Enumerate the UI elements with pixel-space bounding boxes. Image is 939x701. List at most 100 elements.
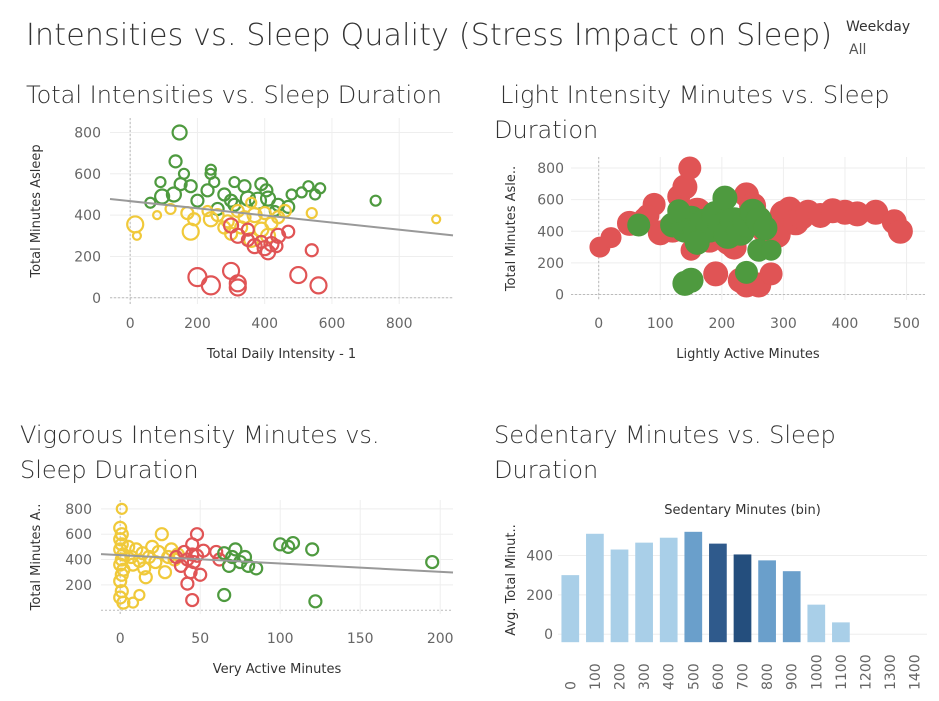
total-intensity-point [154,175,167,189]
vigorous-intensity-y-tick-label: 200 [65,578,92,594]
vigorous-intensity-point [185,547,200,562]
sedentary-bar [586,533,604,643]
total-intensity-y-tick-label: 200 [74,249,101,265]
vigorous-intensity-x-tick-label: 0 [116,631,125,647]
chart-title-light-intensity: Light Intensity Minutes vs. Sleep Durati… [494,81,890,144]
total-intensity-x-tick-label: 200 [184,316,211,332]
sedentary-x-tick-label: 600 [711,663,727,690]
sedentary-x-tick-label: 800 [760,663,776,690]
vigorous-intensity-point [138,570,153,585]
vigorous-intensity-point [237,549,253,565]
light-intensity-x-tick-label: 0 [594,316,603,332]
total-intensity-x-tick-label: 400 [251,316,278,332]
total-intensity-point [165,186,182,203]
sedentary-y-axis-title: Avg. Total Minut.. [504,524,519,636]
total-intensity-point [281,224,296,239]
light-intensity-point [887,218,913,244]
total-intensity-point [190,193,205,208]
vigorous-intensity-point [154,527,169,542]
total-intensity-point [302,180,315,193]
total-intensity-point [305,206,318,220]
sedentary-x-tick-label: 0 [563,681,579,690]
light-intensity-x-tick-label: 400 [832,316,859,332]
total-intensity-x-axis-title: Total Daily Intensity - 1 [206,347,356,362]
total-intensity-point [431,214,442,225]
light-intensity-point [684,229,710,255]
light-intensity-point [752,215,778,241]
light-intensity-point [600,227,622,249]
vigorous-intensity-point [228,542,243,557]
total-intensity-point [168,154,183,169]
vigorous-intensity-point [126,596,140,609]
light-intensity-point [678,156,702,180]
vigorous-intensity-point [115,502,128,515]
total-intensity-point [131,230,143,241]
vigorous-intensity-point [241,558,256,573]
total-intensity-trend-line [109,198,454,237]
vigorous-intensity-x-tick-label: 200 [427,631,454,647]
total-intensity-y-tick-label: 800 [74,125,101,141]
vigorous-intensity-point [209,544,224,560]
vigorous-intensity-point [114,567,129,582]
sedentary-x-tick-label: 100 [588,663,604,690]
total-intensity-point [234,220,249,235]
light-intensity-x-tick-label: 200 [708,316,735,332]
vigorous-intensity-x-tick-label: 150 [347,631,374,647]
total-intensity-point [200,183,215,198]
total-intensity-point [285,188,298,201]
sedentary-x-tick-label: 500 [686,663,702,690]
total-intensity-point [228,278,247,297]
total-intensity-point [237,179,252,194]
vigorous-intensity-point [249,561,264,576]
light-intensity-x-axis-title: Lightly Active Minutes [676,347,820,362]
total-intensity-y-axis-title: Total Minutes Asleep [29,144,44,278]
total-intensity-y-tick-label: 0 [92,291,101,307]
total-intensity-point [245,196,258,209]
sedentary-bar [782,571,801,643]
vigorous-intensity-y-axis-title: Total Minutes A.. [29,504,44,612]
total-intensity-x-tick-label: 800 [386,316,413,332]
sedentary-bar [733,554,752,643]
sedentary-x-tick-label: 700 [736,663,752,690]
total-intensity-point [221,261,241,281]
vigorous-intensity-y-tick-label: 400 [65,553,92,569]
light-intensity-point [712,185,738,211]
total-intensity-y-tick-label: 600 [74,167,101,183]
total-intensity-point [154,188,171,205]
sedentary-bar [684,531,703,643]
sedentary-bin-header: Sedentary Minutes (bin) [664,503,821,518]
light-intensity-point [734,260,758,284]
vigorous-intensity-point [137,561,152,576]
total-intensity-x-tick-label: 0 [126,316,135,332]
vigorous-intensity-point [217,587,232,603]
weekday-filter-value[interactable]: All [849,42,867,58]
light-intensity-point [760,239,782,261]
sedentary-bar [635,542,653,643]
light-intensity-y-tick-label: 200 [537,256,564,272]
sedentary-y-tick-label: 0 [544,627,553,643]
vigorous-intensity-x-axis-title: Very Active Minutes [213,662,342,677]
total-intensity-point [257,205,272,221]
total-intensity-point [259,244,277,261]
weekday-filter-label: Weekday [846,19,911,35]
light-intensity-x-tick-label: 300 [770,316,797,332]
sedentary-y-tick-label: 200 [526,588,553,604]
chart-title-sedentary: Sedentary Minutes vs. Sleep Duration [494,421,836,484]
vigorous-intensity-point [113,573,128,589]
total-intensity-point [208,175,221,189]
total-intensity-point [126,215,145,234]
dashboard-title: Intensities vs. Sleep Quality (Stress Im… [26,18,833,53]
total-intensity-point [202,211,219,228]
vigorous-intensity-point [133,588,146,602]
sedentary-bar [610,549,629,643]
total-intensity-point [304,243,319,258]
chart-title-vigorous-intensity: Vigorous Intensity Minutes vs. Sleep Dur… [20,421,380,484]
sedentary-bar [832,622,850,643]
vigorous-intensity-point [180,576,195,591]
sedentary-bar [709,543,727,643]
sedentary-x-tick-label: 1000 [809,654,825,690]
total-intensity-point [223,193,239,208]
light-intensity-y-tick-label: 400 [537,224,564,240]
light-intensity-y-tick-label: 0 [555,287,564,303]
